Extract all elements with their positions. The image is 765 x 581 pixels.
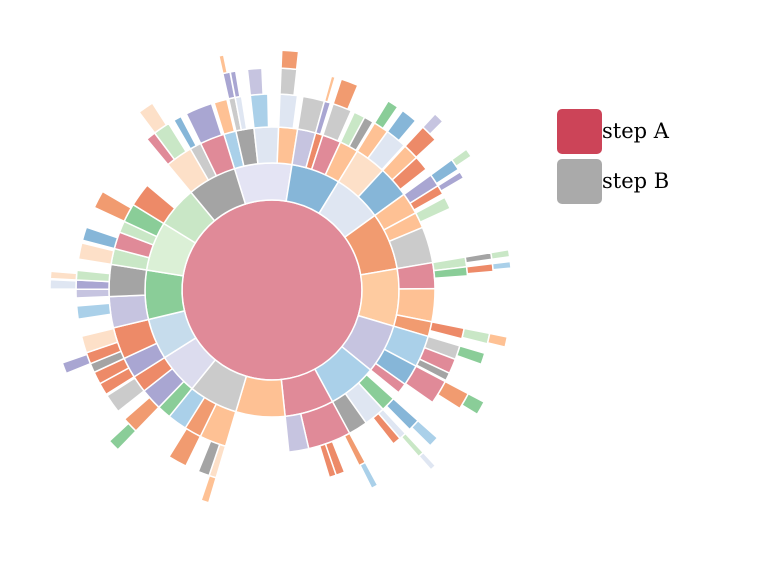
sunburst-segment-l4-72[interactable] <box>400 432 425 458</box>
sunburst-center[interactable] <box>181 199 363 381</box>
sunburst-segment-l2-66[interactable] <box>369 362 407 394</box>
sunburst-segment-l4-47[interactable] <box>464 251 493 264</box>
legend-label-step-a: step A <box>602 119 669 143</box>
sunburst-segment-l4-101[interactable] <box>61 353 92 375</box>
sunburst-segment-l3-12[interactable] <box>277 93 299 130</box>
sunburst-segment-l4-30[interactable] <box>386 109 417 142</box>
sunburst-segment-l3-109[interactable] <box>75 269 111 283</box>
sunburst-segment-l5-48[interactable] <box>489 248 511 261</box>
sunburst-segment-l3-74[interactable] <box>371 412 402 445</box>
sunburst-segment-l3-114[interactable] <box>81 226 119 250</box>
sunburst-segment-l3-9[interactable] <box>249 93 270 129</box>
legend-item-step-b[interactable]: step B <box>557 159 737 209</box>
sunburst-segment-l3-117[interactable] <box>93 190 133 223</box>
sunburst-segment-l4-19[interactable] <box>323 75 337 104</box>
sunburst-segment-l4-110[interactable] <box>49 270 78 281</box>
sunburst-segment-l1-12[interactable] <box>144 269 186 321</box>
sunburst-segment-l3-104[interactable] <box>75 302 112 321</box>
legend-swatch-step-a <box>557 109 602 154</box>
sunburst-segment-l3-43[interactable] <box>414 196 452 224</box>
sunburst-segment-l3-87[interactable] <box>167 427 202 468</box>
sunburst-segment-l5-39[interactable] <box>450 148 473 168</box>
sunburst-segment-l4-78[interactable] <box>358 461 379 490</box>
sunburst-segment-l4-50[interactable] <box>465 262 495 275</box>
sunburst-segment-l4-13[interactable] <box>279 67 298 97</box>
sunburst-segment-l5-73[interactable] <box>417 451 437 471</box>
sunburst-segment-l3-25[interactable] <box>348 116 375 152</box>
sunburst-segment-l3-61[interactable] <box>415 358 451 382</box>
sunburst-segment-l2-118[interactable] <box>132 184 176 225</box>
sunburst-segment-l3-54[interactable] <box>428 321 466 340</box>
sunburst-segment-l4-108[interactable] <box>49 278 77 290</box>
sunburst-segment-l2-81[interactable] <box>284 412 310 453</box>
sunburst-segment-l5-14[interactable] <box>280 49 300 71</box>
sunburst-segment-l3-85[interactable] <box>197 440 221 477</box>
sunburst-segment-l3-80[interactable] <box>318 443 338 479</box>
sunburst-segment-l4-10[interactable] <box>246 67 264 97</box>
sunburst-segment-l3-77[interactable] <box>343 432 367 467</box>
sunburst-segment-l4-69[interactable] <box>410 419 439 447</box>
sunburst-segment-l2-8[interactable] <box>253 126 280 165</box>
sunburst-segment-l5-51[interactable] <box>491 260 512 271</box>
sunburst-segment-l4-28[interactable] <box>373 99 399 130</box>
sunburst-segment-l4-122[interactable] <box>138 101 168 135</box>
sunburst-segment-l4-92[interactable] <box>108 422 137 451</box>
sunburst-segment-l3-106[interactable] <box>75 288 110 299</box>
legend-item-step-a[interactable]: step A <box>557 109 737 159</box>
sunburst-segment-l4-7[interactable] <box>229 70 241 99</box>
sunburst-segment-l5-5[interactable] <box>217 54 229 75</box>
sunburst-segment-l4-22[interactable] <box>332 78 359 111</box>
sunburst-segment-l3-112[interactable] <box>77 241 115 266</box>
sunburst-segment-l3-126[interactable] <box>185 102 223 145</box>
sunburst-segment-l3-35[interactable] <box>391 156 428 191</box>
sunburst-segment-l5-65[interactable] <box>460 392 486 416</box>
legend-label-step-b: step B <box>602 169 670 193</box>
sunburst-segment-l4-84[interactable] <box>200 474 218 504</box>
sunburst-segment-l4-59[interactable] <box>455 344 486 366</box>
sunburst-segment-l3-124[interactable] <box>172 115 198 150</box>
sunburst-segment-l3-94[interactable] <box>105 376 146 413</box>
sunburst-segment-l4-55[interactable] <box>461 327 491 345</box>
legend: step A step B <box>557 109 737 209</box>
sunburst-segment-l5-34[interactable] <box>421 112 444 136</box>
sunburst-segment-l4-41[interactable] <box>436 170 465 193</box>
legend-swatch-step-b <box>557 159 602 204</box>
sunburst-segment-l3-1[interactable] <box>213 98 236 136</box>
sunburst-segment-l5-56[interactable] <box>486 332 509 349</box>
